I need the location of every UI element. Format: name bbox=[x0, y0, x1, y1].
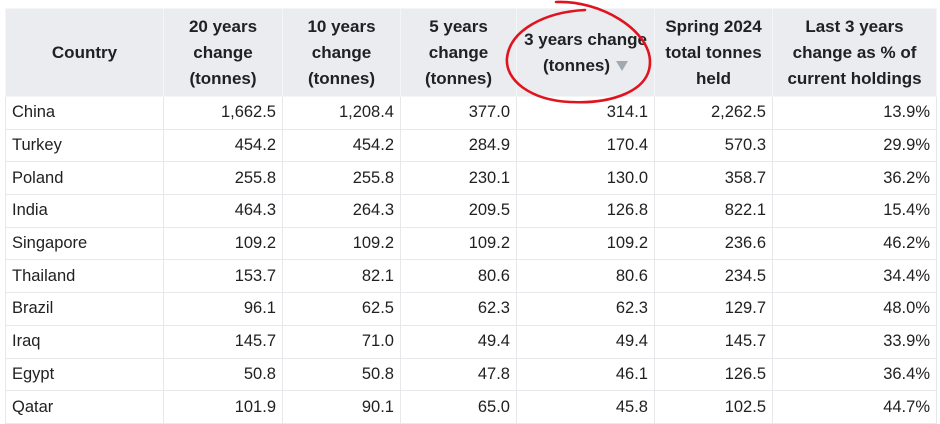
country-cell: Egypt bbox=[5, 357, 164, 392]
value-cell: 109.2 bbox=[400, 226, 517, 261]
country-cell: Qatar bbox=[5, 390, 164, 424]
country-cell: Singapore bbox=[5, 226, 164, 261]
value-cell: 454.2 bbox=[282, 128, 401, 163]
table-row: Turkey 454.2 454.2 284.9 170.4 570.3 29.9% bbox=[5, 128, 937, 163]
value-cell: 264.3 bbox=[282, 194, 401, 228]
column-header[interactable]: 3 years change (tonnes) bbox=[516, 8, 655, 97]
value-cell: 234.5 bbox=[654, 259, 773, 294]
value-cell: 15.4% bbox=[772, 194, 937, 228]
value-cell: 153.7 bbox=[163, 259, 283, 294]
column-header[interactable]: 20 years change (tonnes) bbox=[163, 8, 283, 97]
country-cell: Turkey bbox=[5, 128, 164, 163]
header-text: 3 years change (tonnes) bbox=[524, 29, 647, 75]
value-cell: 62.5 bbox=[282, 292, 401, 326]
value-cell: 62.3 bbox=[516, 292, 655, 326]
table-row: Brazil 96.1 62.5 62.3 62.3 129.7 48.0% bbox=[5, 292, 937, 326]
value-cell: 2,262.5 bbox=[654, 96, 773, 130]
value-cell: 47.8 bbox=[400, 357, 517, 392]
value-cell: 454.2 bbox=[163, 128, 283, 163]
value-cell: 45.8 bbox=[516, 390, 655, 424]
value-cell: 170.4 bbox=[516, 128, 655, 163]
value-cell: 1,662.5 bbox=[163, 96, 283, 130]
value-cell: 255.8 bbox=[163, 161, 283, 196]
value-cell: 377.0 bbox=[400, 96, 517, 130]
value-cell: 49.4 bbox=[516, 324, 655, 359]
value-cell: 109.2 bbox=[163, 226, 283, 261]
gold-table: Country 20 years change (tonnes) 10 years … bbox=[5, 8, 937, 424]
country-cell: Poland bbox=[5, 161, 164, 196]
column-header[interactable]: Spring 2024 total tonnes held bbox=[654, 8, 773, 97]
value-cell: 82.1 bbox=[282, 259, 401, 294]
header-row: Country 20 years change (tonnes) 10 years … bbox=[5, 8, 937, 97]
value-cell: 71.0 bbox=[282, 324, 401, 359]
table-row: India 464.3 264.3 209.5 126.8 822.1 15.4% bbox=[5, 194, 937, 228]
header-text: Last 3 years change as % of current hold… bbox=[787, 16, 922, 88]
value-cell: 255.8 bbox=[282, 161, 401, 196]
value-cell: 126.8 bbox=[516, 194, 655, 228]
country-cell: Brazil bbox=[5, 292, 164, 326]
value-cell: 46.1 bbox=[516, 357, 655, 392]
value-cell: 284.9 bbox=[400, 128, 517, 163]
country-cell: India bbox=[5, 194, 164, 228]
value-cell: 36.2% bbox=[772, 161, 937, 196]
value-cell: 48.0% bbox=[772, 292, 937, 326]
value-cell: 126.5 bbox=[654, 357, 773, 392]
value-cell: 101.9 bbox=[163, 390, 283, 424]
value-cell: 34.4% bbox=[772, 259, 937, 294]
value-cell: 49.4 bbox=[400, 324, 517, 359]
value-cell: 230.1 bbox=[400, 161, 517, 196]
value-cell: 464.3 bbox=[163, 194, 283, 228]
value-cell: 314.1 bbox=[516, 96, 655, 130]
value-cell: 358.7 bbox=[654, 161, 773, 196]
country-cell: China bbox=[5, 96, 164, 130]
column-header[interactable]: 5 years change (tonnes) bbox=[400, 8, 517, 97]
value-cell: 109.2 bbox=[516, 226, 655, 261]
value-cell: 46.2% bbox=[772, 226, 937, 261]
header-text: Spring 2024 total tonnes held bbox=[665, 16, 762, 88]
table-row: Thailand 153.7 82.1 80.6 80.6 234.5 34.4% bbox=[5, 259, 937, 294]
header-text: 5 years change (tonnes) bbox=[424, 16, 493, 88]
value-cell: 209.5 bbox=[400, 194, 517, 228]
value-cell: 62.3 bbox=[400, 292, 517, 326]
country-cell: Thailand bbox=[5, 259, 164, 294]
value-cell: 96.1 bbox=[163, 292, 283, 326]
value-cell: 33.9% bbox=[772, 324, 937, 359]
value-cell: 109.2 bbox=[282, 226, 401, 261]
value-cell: 80.6 bbox=[400, 259, 517, 294]
table-row: Poland 255.8 255.8 230.1 130.0 358.7 36.2% bbox=[5, 161, 937, 196]
header-text: Country bbox=[51, 42, 118, 62]
value-cell: 50.8 bbox=[282, 357, 401, 392]
country-cell: Iraq bbox=[5, 324, 164, 359]
table-row: Egypt 50.8 50.8 47.8 46.1 126.5 36.4% bbox=[5, 357, 937, 392]
value-cell: 90.1 bbox=[282, 390, 401, 424]
table-row: China 1,662.5 1,208.4 377.0 314.1 2,262.5 13.9… bbox=[5, 96, 937, 130]
value-cell: 80.6 bbox=[516, 259, 655, 294]
sort-icon[interactable] bbox=[616, 61, 629, 72]
value-cell: 102.5 bbox=[654, 390, 773, 424]
value-cell: 236.6 bbox=[654, 226, 773, 261]
value-cell: 822.1 bbox=[654, 194, 773, 228]
table-row: Singapore 109.2 109.2 109.2 109.2 236.6 46.2% bbox=[5, 226, 937, 261]
value-cell: 145.7 bbox=[163, 324, 283, 359]
column-header[interactable]: Last 3 years change as % of current hold… bbox=[772, 8, 937, 97]
table-row: Iraq 145.7 71.0 49.4 49.4 145.7 33.9% bbox=[5, 324, 937, 359]
value-cell: 145.7 bbox=[654, 324, 773, 359]
header-text: 10 years change (tonnes) bbox=[307, 16, 376, 88]
value-cell: 50.8 bbox=[163, 357, 283, 392]
value-cell: 36.4% bbox=[772, 357, 937, 392]
value-cell: 1,208.4 bbox=[282, 96, 401, 130]
value-cell: 44.7% bbox=[772, 390, 937, 424]
value-cell: 130.0 bbox=[516, 161, 655, 196]
value-cell: 570.3 bbox=[654, 128, 773, 163]
header-text: 20 years change (tonnes) bbox=[188, 16, 258, 88]
value-cell: 29.9% bbox=[772, 128, 937, 163]
table-body: China 1,662.5 1,208.4 377.0 314.1 2,262.5 13.9… bbox=[5, 96, 937, 424]
column-header[interactable]: 10 years change (tonnes) bbox=[282, 8, 401, 97]
value-cell: 129.7 bbox=[654, 292, 773, 326]
value-cell: 65.0 bbox=[400, 390, 517, 424]
value-cell: 13.9% bbox=[772, 96, 937, 130]
table-row: Qatar 101.9 90.1 65.0 45.8 102.5 44.7% bbox=[5, 390, 937, 424]
column-header: Country bbox=[5, 8, 164, 97]
